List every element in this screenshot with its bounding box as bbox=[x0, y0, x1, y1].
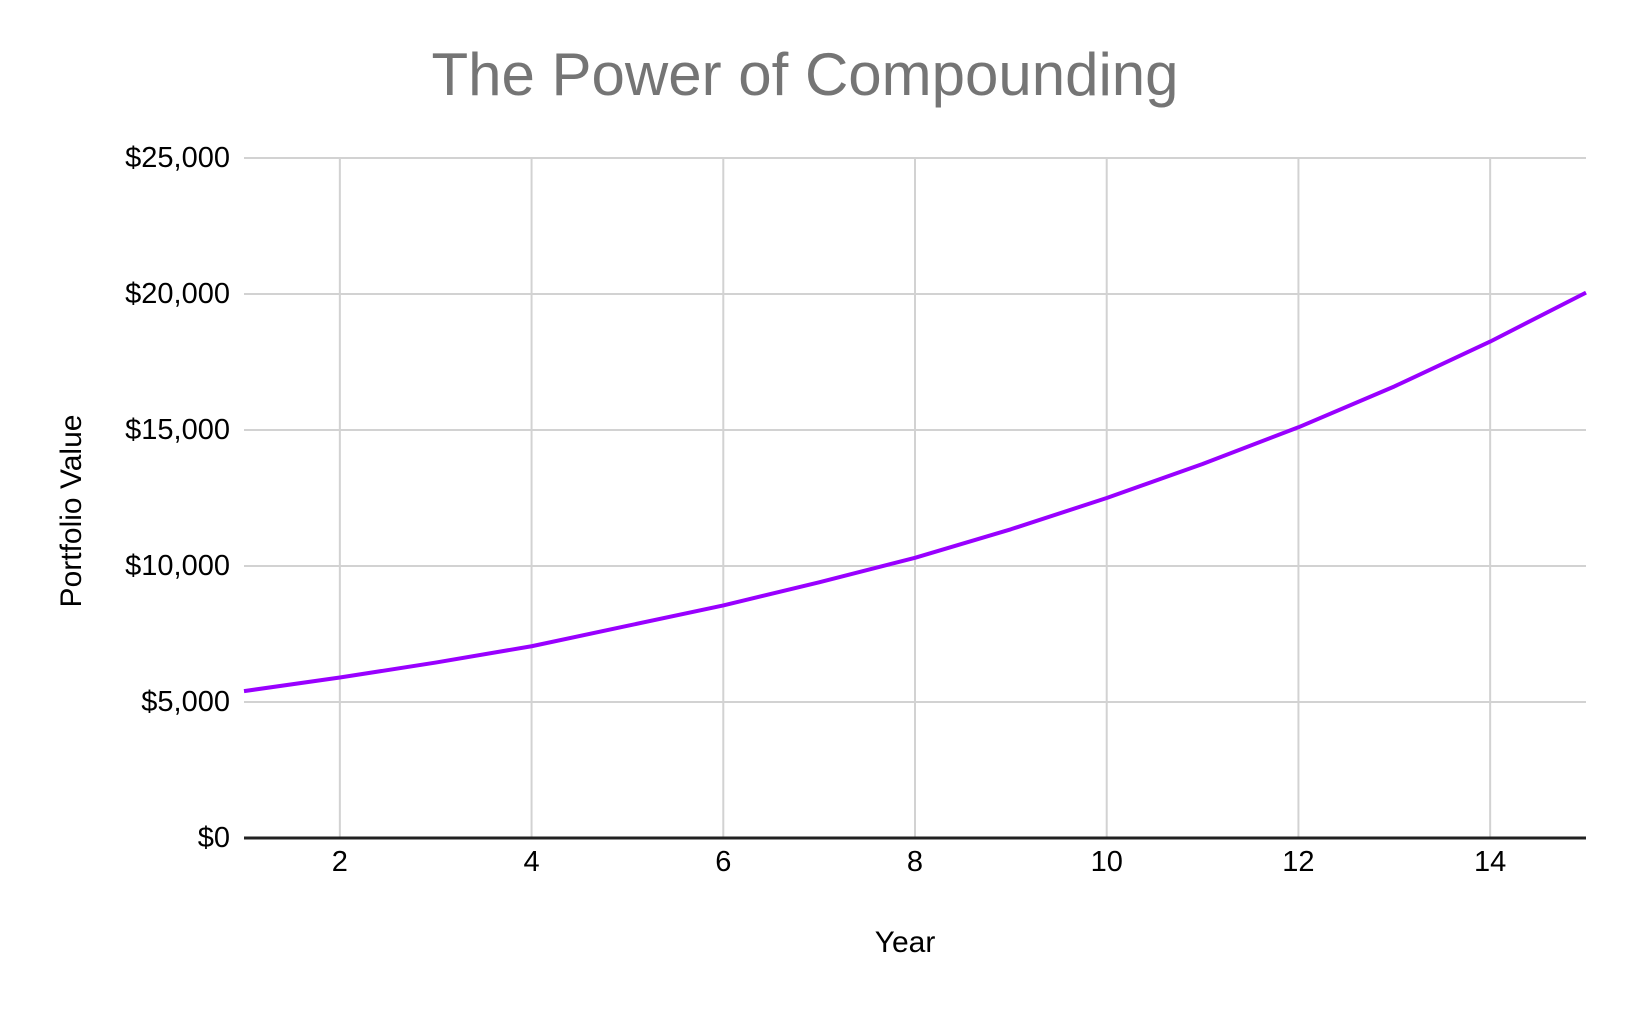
y-tick-label: $25,000 bbox=[125, 142, 230, 174]
x-tick-label: 10 bbox=[1091, 846, 1123, 878]
x-tick-label: 6 bbox=[715, 846, 731, 878]
x-tick-label: 2 bbox=[332, 846, 348, 878]
y-tick-label: $10,000 bbox=[125, 550, 230, 582]
x-tick-label: 4 bbox=[524, 846, 540, 878]
chart-title: The Power of Compounding bbox=[431, 41, 1179, 108]
y-tick-label: $5,000 bbox=[141, 686, 230, 718]
x-axis-title: Year bbox=[874, 926, 936, 959]
y-tick-label: $15,000 bbox=[125, 414, 230, 446]
x-tick-label: 8 bbox=[907, 846, 923, 878]
y-tick-label: $0 bbox=[198, 822, 230, 854]
y-tick-label: $20,000 bbox=[125, 278, 230, 310]
x-tick-label: 12 bbox=[1282, 846, 1314, 878]
series-line bbox=[243, 290, 1587, 694]
x-tick-label: 14 bbox=[1474, 846, 1506, 878]
